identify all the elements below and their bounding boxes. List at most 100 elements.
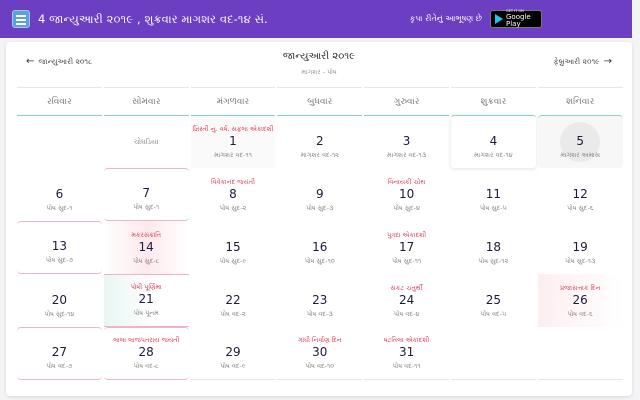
day-number: 20 [51,292,68,307]
day-number: 11 [485,186,502,201]
tithi-label: પોષ સુદ-૩ [306,203,334,212]
day-cell[interactable]: 19 પોષ સુદ-૧૩ [538,221,623,274]
tithi-label: પોષ સુદ-૪ [393,203,420,212]
day-number: 1 [229,133,237,148]
day-number: 3 [402,133,411,148]
tithi-label: પોષ વદ-૪ [393,309,420,318]
day-cell[interactable]: પુત્રદા એકાદશી 17 પોષ સુદ-૧૧ [364,221,449,274]
day-number: 18 [485,239,502,254]
tithi-label: પોષ સુદ-૫ [479,203,507,212]
tithi-label: પોષ વદ-૭ [46,362,73,370]
tithi-label: પોષ સુદ-૨ [219,203,247,212]
day-number: 21 [138,292,154,306]
gplay-big-label: Google Play [506,12,531,28]
next-month-link[interactable]: ફેબ્રુઆરી ૨૦૧૯ → [553,56,612,67]
day-cell[interactable]: ષટતિલા એકાદશી 31 પોષ વદ-૧૧ [364,327,449,380]
arrow-right-icon: → [603,56,612,67]
tithi-label: પોષ સુદ-૧ [46,203,73,212]
arrow-left-icon: ← [26,56,35,67]
day-cell[interactable]: ગાંધી નિર્વાણ દિન 30 પોષ વદ-૧૦ [277,327,363,380]
event-label: ગાંધી નિર્વાણ દિન [297,336,342,344]
day-number: 16 [312,239,328,254]
day-number: 19 [572,239,588,254]
event-label: પોષી પૂર્ણિમા [130,283,162,291]
today-date-title: 4 જાન્યુઆરી ૨૦૧૯ , શુક્રવાર માગશર વદ-૧૪ … [38,11,268,26]
day-cell[interactable]: મકરસંક્રાંતિ 14 પોષ સુદ-૮ [103,221,189,274]
day-number: 30 [312,345,328,359]
day-number: 17 [398,239,415,254]
day-number: 31 [398,345,415,359]
choghadiya-cell[interactable]: ચોઘડિયા [103,115,189,168]
event-label: વિવેકાનંદ જયંતી [211,177,255,186]
day-cell[interactable]: 22 પોષ વદ-૨ [191,274,276,327]
day-cell[interactable]: 6 પોષ સુદ-૧ [17,168,102,221]
day-cell[interactable]: સંકટ ચતુર્થી 24 પોષ વદ-૪ [364,274,449,327]
day-number: 10 [398,186,415,201]
promo-text: કૃપા રીતેનું આભૂષણ છે [409,14,482,23]
tithi-label: માગશર વદ-૧૨ [300,150,339,159]
choghadiya-link[interactable]: ચોઘડિયા [133,138,159,146]
day-cell[interactable]: લાલા લાજપતરાય જયંતી 28 પોષ વદ-૮ [103,327,189,380]
next-month-label: ફેબ્રુઆરી ૨૦૧૯ [553,56,600,66]
tithi-label: પોષ વદ-૩ [306,309,333,318]
weekday-friday: શુક્રવાર [450,87,536,115]
day-cell[interactable]: 9 પોષ સુદ-૩ [277,168,362,221]
tithi-label: પોષ વદ-૧૦ [305,362,335,370]
day-number: 7 [142,186,151,200]
day-cell-empty [17,115,102,168]
day-number: 13 [51,239,68,253]
day-number: 15 [225,239,241,254]
promo-area: કૃપા રીતેનું આભૂષણ છે GET IT ON Google P… [410,0,542,38]
tithi-label: પોષ વદ-૯ [220,362,246,370]
day-cell[interactable]: 11 પોષ સુદ-૫ [451,168,536,221]
day-cell[interactable]: 7 પોષ સુદ-૧ [103,168,189,221]
tithi-label: પોષ સુદ-૮ [133,256,160,265]
event-label: ષટતિલા એકાદશી [383,336,430,344]
tithi-label: પોષ વદ-૧૧ [392,362,421,370]
day-cell[interactable]: પ્રજાસત્તાક દિન 26 પોષ વદ-૬ [537,274,623,327]
day-cell[interactable]: 12 પોષ સુદ-૬ [538,168,623,221]
weekday-sunday: રવિવાર [17,87,102,115]
tithi-label: પોષ સુદ-૯ [219,256,247,265]
day-cell[interactable]: 16 પોષ સુદ-૧૦ [277,221,362,274]
tithi-label: પોષ સુદ-૧ [133,203,160,211]
day-number: 24 [398,292,415,307]
month-title: જાન્યુઆરી ૨૦૧૯ [282,51,356,62]
day-cell[interactable]: 3 માગશર વદ-૧૩ [364,115,449,168]
tithi-label: પોષ પૂનમ [133,309,159,317]
day-number: 6 [55,186,64,201]
day-cell[interactable]: 2 માગશર વદ-૧૨ [277,115,363,168]
month-subtitle: માગશર - પોષ [301,68,337,76]
day-cell-today[interactable]: 4 માગશર વદ-૧૪ [450,115,536,168]
day-cell[interactable]: ખ્રિસ્તી નુ. વર્ષ, સફલા એકાદશી 1 માગશર વદ-… [190,115,276,168]
day-number: 5 [576,133,584,148]
day-cell[interactable]: 15 પોષ સુદ-૯ [191,221,276,274]
weekday-tuesday: મંગળવાર [190,87,276,115]
day-number: 9 [315,186,324,201]
event-label: સંકટ ચતુર્થી [390,283,423,292]
tithi-label: પોષ સુદ-૭ [45,256,74,264]
event-label: ખ્રિસ્તી નુ. વર્ષ, સફલા એકાદશી [192,124,274,133]
day-cell-hover[interactable]: 5 માગશર અમાસ [537,115,623,168]
tithi-label: પોષ સુદ-૧૨ [478,256,509,265]
tithi-label: પોષ વદ-૮ [133,362,159,370]
prev-month-link[interactable]: ← જાન્યુઆરી ૨૦૧૮ [26,56,92,67]
tithi-label: માગશર અમાસ [560,150,601,159]
day-cell-purnima[interactable]: પોષી પૂર્ણિમા 21 પોષ પૂનમ [103,274,189,327]
day-cell[interactable]: 25 પોષ વદ-૫ [451,274,536,327]
tithi-label: પોષ વદ-૫ [480,309,507,318]
day-number: 4 [489,133,498,148]
prev-month-label: જાન્યુઆરી ૨૦૧૮ [38,56,93,66]
day-cell[interactable]: 18 પોષ સુદ-૧૨ [451,221,536,274]
tithi-label: પોષ વદ-૬ [567,309,593,318]
day-cell[interactable]: 27 પોષ વદ-૭ [17,327,102,380]
day-cell[interactable]: વિનાયકી ચોથ 10 પોષ સુદ-૪ [364,168,449,221]
tithi-label: પોષ સુદ-૧૦ [304,256,335,265]
tithi-label: પોષ વદ-૨ [220,309,246,318]
day-cell[interactable]: 13 પોષ સુદ-૭ [17,221,102,274]
day-cell[interactable]: 20 પોષ સુદ-૧૪ [17,274,102,327]
day-cell[interactable]: 29 પોષ વદ-૯ [190,327,276,380]
google-play-button[interactable]: GET IT ON Google Play [490,10,542,28]
day-cell[interactable]: 23 પોષ વદ-૩ [277,274,362,327]
day-cell[interactable]: વિવેકાનંદ જયંતી 8 પોષ સુદ-૨ [191,168,276,221]
